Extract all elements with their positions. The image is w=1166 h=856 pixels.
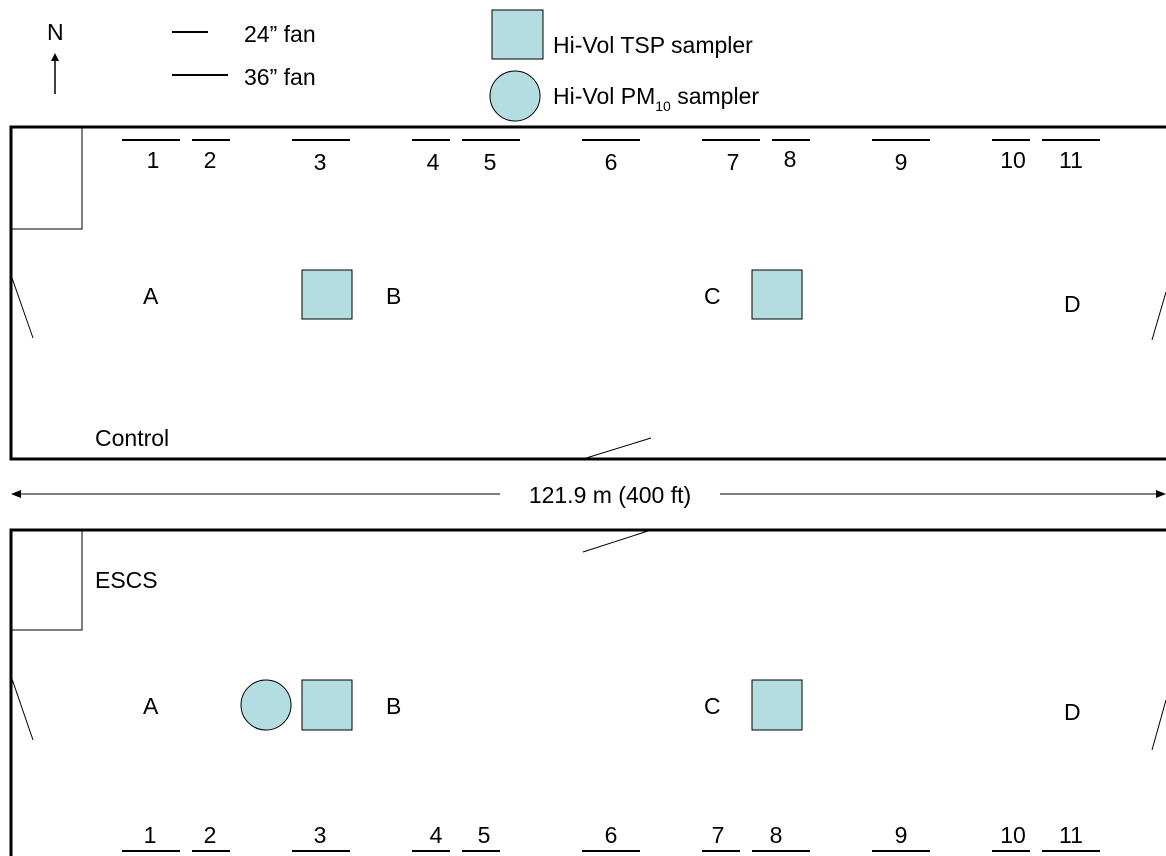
control-barn-label: Control: [95, 425, 169, 451]
escs-location-d: D: [1064, 699, 1081, 725]
control-fan-6-label: 6: [605, 149, 618, 175]
control-east-door: [1151, 291, 1166, 341]
legend: N 24” fan 36” fan Hi-Vol TSP sampler Hi-…: [47, 9, 759, 122]
control-fan-10-label: 10: [1000, 147, 1026, 173]
escs-fan-11-label: 11: [1059, 822, 1083, 848]
legend-pm10-sampler-icon: [489, 70, 541, 122]
escs-fan-10-label: 10: [1000, 822, 1026, 848]
control-barn-outline: [9, 125, 1166, 461]
control-barn: 1 2 3 4 5 6 7 8 9 10 11 A B C D: [9, 125, 1166, 461]
control-fans: 1 2 3 4 5 6 7 8 9 10 11: [122, 139, 1100, 175]
control-fan-8-label: 8: [784, 146, 797, 172]
north-arrow-icon: [51, 53, 59, 61]
control-location-d: D: [1064, 291, 1081, 317]
escs-barn-outline: [9, 528, 1166, 856]
escs-fan-7-label: 7: [712, 822, 725, 848]
escs-west-door: [10, 675, 34, 741]
control-fan-5-label: 5: [484, 149, 497, 175]
escs-location-c: C: [704, 693, 721, 719]
legend-tsp-label: Hi-Vol TSP sampler: [553, 32, 753, 58]
escs-fan-4-label: 4: [430, 822, 443, 848]
escs-tsp-sampler-ab: [301, 679, 353, 731]
compass-label: N: [47, 19, 64, 45]
escs-fans: 1 2 3 4 5 6 7 8 9 10 11: [122, 822, 1100, 852]
legend-fan36-label: 36” fan: [244, 64, 316, 90]
escs-barn: ESCS A B C D 1 2 3 4 5 6 7 8 9: [9, 528, 1166, 856]
escs-fan-3-label: 3: [314, 822, 327, 848]
control-location-b: B: [386, 283, 401, 309]
legend-pm10-label: Hi-Vol PM10 sampler: [553, 83, 759, 114]
distance-label: 121.9 m (400 ft): [529, 482, 691, 508]
escs-pm10-sampler-ab: [240, 679, 292, 731]
control-fan-1-label: 1: [147, 147, 160, 173]
control-fan-11-label: 11: [1059, 147, 1083, 173]
arrow-left-icon: [11, 490, 21, 498]
escs-office-room: [10, 529, 83, 631]
distance-dimension: 121.9 m (400 ft): [11, 482, 1166, 508]
escs-east-door: [1151, 699, 1166, 751]
escs-tsp-sampler-c: [751, 679, 803, 731]
control-fan-9-label: 9: [895, 149, 908, 175]
control-tsp-sampler-c: [751, 269, 803, 320]
escs-fan-9-label: 9: [895, 822, 908, 848]
arrow-right-icon: [1156, 490, 1166, 498]
control-west-door: [10, 274, 34, 339]
control-south-door: [582, 437, 652, 460]
legend-fan24-label: 24” fan: [244, 21, 316, 47]
control-fan-4-label: 4: [427, 149, 440, 175]
control-fan-7-label: 7: [727, 149, 740, 175]
legend-tsp-sampler-icon: [491, 9, 544, 60]
control-location-c: C: [704, 283, 721, 309]
escs-fan-6-label: 6: [605, 822, 618, 848]
control-office-room: [10, 126, 83, 230]
control-fan-3-label: 3: [314, 149, 327, 175]
escs-fan-2-label: 2: [204, 822, 217, 848]
escs-north-door: [582, 529, 652, 553]
escs-fan-8-label: 8: [770, 822, 783, 848]
control-tsp-sampler-ab: [301, 269, 353, 320]
escs-location-a: A: [143, 693, 159, 719]
escs-location-b: B: [386, 693, 401, 719]
control-location-a: A: [143, 283, 159, 309]
escs-fan-1-label: 1: [144, 822, 157, 848]
control-fan-2-label: 2: [204, 147, 217, 173]
escs-fan-5-label: 5: [478, 822, 491, 848]
escs-barn-label: ESCS: [95, 567, 158, 593]
